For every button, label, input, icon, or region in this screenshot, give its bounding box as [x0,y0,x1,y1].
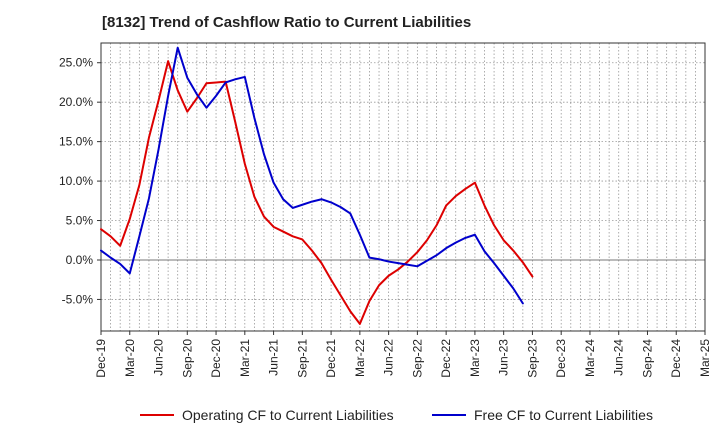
x-tick-label: Dec-21 [324,339,338,378]
x-tick-label: Mar-20 [123,339,137,377]
axes [100,42,706,332]
x-tick-label: Mar-22 [353,339,367,377]
x-tick-label: Dec-20 [209,339,223,378]
legend-label-free-cf: Free CF to Current Liabilities [474,407,653,423]
x-tick-label: Sep-20 [180,339,194,378]
x-tick-label: Jun-22 [382,339,396,376]
legend-item-operating-cf: Operating CF to Current Liabilities [140,404,394,426]
legend-item-free-cf: Free CF to Current Liabilities [432,404,653,426]
series-lines [100,46,534,325]
x-tick-label: Dec-24 [669,339,683,378]
legend: Operating CF to Current Liabilities Free… [0,404,720,426]
x-tick-label: Mar-24 [583,339,597,377]
x-tick-label: Dec-23 [554,339,568,378]
y-tick-label: 5.0% [66,214,94,228]
series-line-free-cf [100,46,524,305]
y-axis-ticks: -5.0% 0.0% 5.0% 10.0% 15.0% 20.0% 25.0% [59,56,101,306]
y-tick-label: 10.0% [59,174,93,188]
x-tick-label: Jun-20 [152,339,166,376]
x-tick-label: Jun-24 [612,339,626,376]
legend-swatch-operating-cf [140,414,174,416]
x-tick-label: Sep-21 [295,339,309,378]
y-tick-label: 0.0% [66,253,94,267]
x-tick-label: Sep-23 [525,339,539,378]
x-tick-label: Jun-23 [497,339,511,376]
chart-title: [8132] Trend of Cashflow Ratio to Curren… [102,14,472,31]
y-tick-label: -5.0% [62,292,94,306]
x-tick-label: Dec-19 [94,339,108,378]
x-tick-label: Dec-22 [439,339,453,378]
x-tick-label: Sep-24 [640,339,654,378]
y-tick-label: 20.0% [59,95,93,109]
x-tick-label: Sep-22 [410,339,424,378]
y-tick-label: 25.0% [59,56,93,70]
legend-swatch-free-cf [432,414,466,416]
plot-frame [100,42,706,332]
x-axis-ticks: Dec-19 Mar-20 Jun-20 Sep-20 Dec-20 Mar-21 Jun-… [94,331,712,378]
x-tick-label: Mar-23 [468,339,482,377]
x-tick-label: Mar-21 [238,339,252,377]
x-tick-label: Mar-25 [698,339,712,377]
legend-label-operating-cf: Operating CF to Current Liabilities [182,407,394,423]
y-tick-label: 15.0% [59,135,93,149]
x-tick-label: Jun-21 [267,339,281,376]
